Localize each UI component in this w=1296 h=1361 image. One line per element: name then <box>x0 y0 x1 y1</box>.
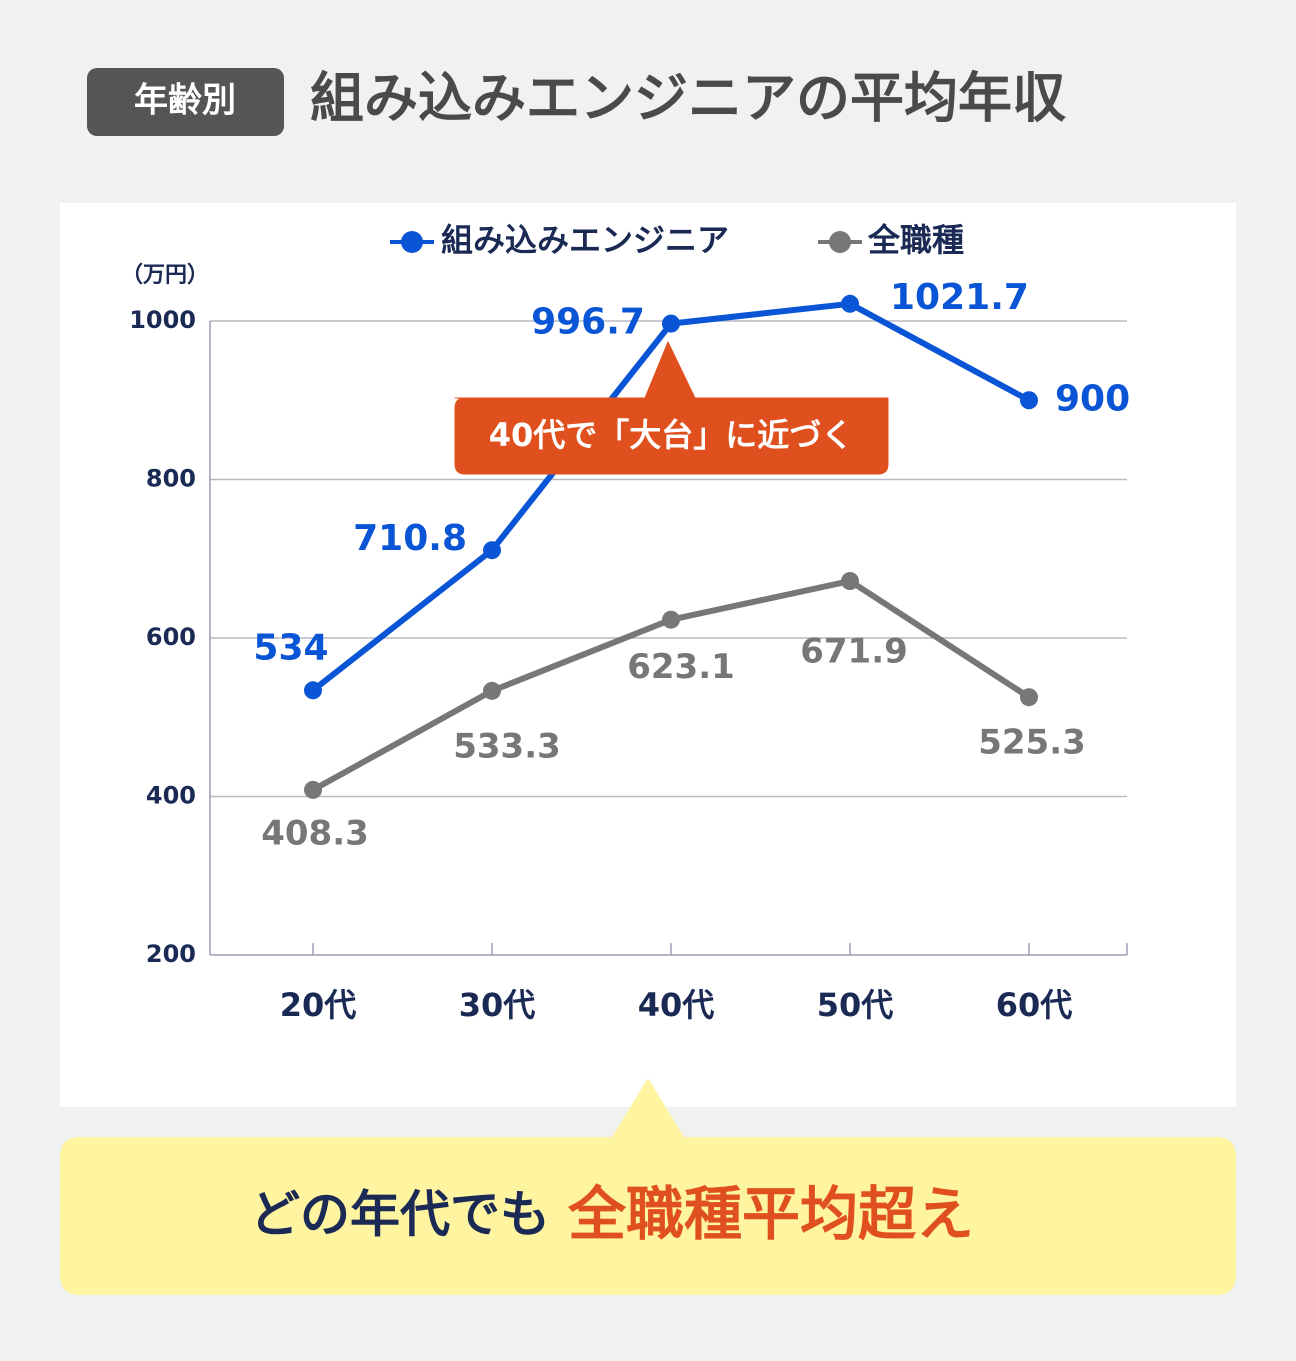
data-point <box>304 780 322 799</box>
data-label: 525.3 <box>978 723 1086 763</box>
data-label: 996.7 <box>531 302 645 343</box>
data-label: 1021.7 <box>890 277 1029 318</box>
data-label: 671.9 <box>800 632 908 672</box>
x-tick-label: 20代 <box>280 986 357 1024</box>
data-label: 900 <box>1055 378 1130 419</box>
data-point <box>841 572 859 591</box>
data-label: 623.1 <box>627 647 735 687</box>
data-label: 710.8 <box>353 518 467 559</box>
y-tick-label: 400 <box>146 782 196 810</box>
footer-highlight: 全職種平均超え <box>567 1180 974 1248</box>
legend-marker <box>829 231 851 253</box>
page-title: 組み込みエンジニアの平均年収 <box>310 67 1066 130</box>
data-point <box>483 541 501 560</box>
data-point <box>662 314 680 333</box>
data-point <box>1020 391 1038 410</box>
badge: 年齢別 <box>134 81 236 121</box>
badge-box <box>87 68 284 136</box>
legend-label: 全職種 <box>867 221 964 259</box>
y-tick-label: 600 <box>146 623 196 651</box>
annotation-box <box>454 341 889 475</box>
x-tick-label: 40代 <box>638 986 715 1024</box>
data-label: 408.3 <box>261 813 369 853</box>
data-point <box>304 681 322 700</box>
footer-text: どの年代でも <box>250 1186 550 1244</box>
y-tick-label: 1000 <box>129 306 196 334</box>
x-tick-label: 30代 <box>459 986 536 1024</box>
y-axis-unit: （万円） <box>121 263 209 288</box>
legend-label: 組み込みエンジニア <box>441 221 729 259</box>
data-point <box>841 294 859 313</box>
annotation: 40代で「大台」に近づく <box>489 416 854 454</box>
data-point <box>662 610 680 629</box>
x-tick-label: 50代 <box>817 986 894 1024</box>
data-point <box>483 681 501 700</box>
data-label: 534 <box>253 627 328 668</box>
data-label: 533.3 <box>453 726 561 766</box>
legend-marker <box>401 231 423 253</box>
x-tick-label: 60代 <box>996 986 1073 1024</box>
y-tick-label: 800 <box>146 465 196 493</box>
footer-box <box>60 1078 1236 1295</box>
data-point <box>1020 688 1038 707</box>
y-tick-label: 200 <box>146 940 196 968</box>
